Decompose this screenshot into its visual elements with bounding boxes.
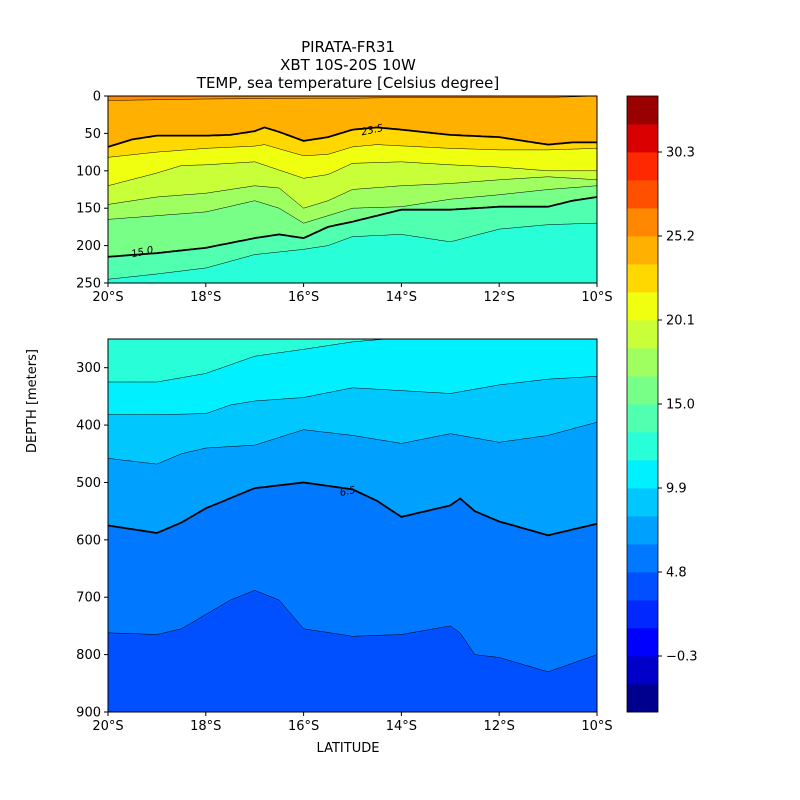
x-tick-label: 16°S bbox=[288, 290, 319, 305]
x-tick-label: 10°S bbox=[581, 290, 612, 305]
colorbar-tick-label: −0.3 bbox=[666, 650, 698, 665]
isotherm-line bbox=[108, 176, 597, 209]
isotherm-line bbox=[108, 126, 597, 148]
upper-axes-frame bbox=[107, 95, 598, 284]
x-tick-label: 10°S bbox=[581, 719, 612, 734]
y-tick-label: 600 bbox=[76, 533, 101, 548]
isotherm-line bbox=[108, 196, 597, 258]
colorbar-tick-label: 15.0 bbox=[666, 398, 695, 413]
colorbar-tick-label: 25.2 bbox=[666, 230, 695, 245]
colorbar-cell bbox=[627, 432, 658, 461]
colorbar-cell bbox=[627, 180, 658, 209]
colorbar-ticks: −0.3 4.8 9.9 15.0 20.1 25.2 30.3 bbox=[658, 146, 698, 665]
lower-depth-panel: 300 400 500 600 700 800 900 20°S 18°S 16°S 14°S 12… bbox=[76, 293, 613, 734]
colorbar: −0.3 4.8 9.9 15.0 20.1 25.2 30.3 bbox=[626, 95, 698, 713]
lower-axes-frame bbox=[107, 338, 598, 713]
colorbar-cell bbox=[627, 348, 658, 377]
isotherm-line bbox=[108, 96, 597, 101]
colorbar-cell bbox=[627, 292, 658, 321]
upper-depth-panel: 0 50 100 150 200 250 20°S 18°S 16°S 14°S 12°S 10°S bbox=[76, 90, 613, 306]
x-tick-label: 20°S bbox=[92, 290, 123, 305]
colorbar-cell bbox=[627, 572, 658, 601]
chart-title: PIRATA-FR31 XBT 10S-20S 10W TEMP, sea te… bbox=[196, 38, 499, 92]
isotherm-line bbox=[108, 144, 597, 158]
upper-y-axis-ticks: 0 50 100 150 200 250 bbox=[76, 90, 108, 292]
y-tick-label: 500 bbox=[76, 476, 101, 491]
upper-x-axis-ticks: 20°S 18°S 16°S 14°S 12°S 10°S bbox=[92, 283, 613, 305]
title-line-2: XBT 10S-20S 10W bbox=[280, 56, 416, 74]
colorbar-cell bbox=[627, 404, 658, 433]
colorbar-tick-label: 4.8 bbox=[666, 566, 687, 581]
x-tick-label: 12°S bbox=[484, 290, 515, 305]
isotherm-line bbox=[108, 481, 597, 537]
x-tick-label: 14°S bbox=[386, 719, 417, 734]
colorbar-cell bbox=[627, 516, 658, 545]
colorbar-cell bbox=[627, 264, 658, 293]
isotherm-line bbox=[108, 185, 597, 224]
colorbar-cell bbox=[627, 544, 658, 573]
colorbar-cell bbox=[627, 656, 658, 685]
colorbar-tick-label: 30.3 bbox=[666, 146, 695, 161]
x-tick-label: 20°S bbox=[92, 719, 123, 734]
y-tick-label: 700 bbox=[76, 591, 101, 606]
colorbar-cells bbox=[627, 96, 658, 713]
isotherm-line bbox=[108, 590, 597, 673]
isotherm-line bbox=[108, 222, 597, 280]
y-tick-label: 250 bbox=[76, 277, 101, 292]
contour-label: 23.5 bbox=[360, 123, 384, 138]
colorbar-cell bbox=[627, 488, 658, 517]
y-tick-label: 50 bbox=[84, 127, 101, 142]
colorbar-cell bbox=[627, 96, 658, 125]
title-line-3: TEMP, sea temperature [Celsius degree] bbox=[196, 74, 499, 92]
lower-isotherm-lines bbox=[108, 293, 597, 673]
isotherm-line bbox=[384, 282, 597, 283]
colorbar-cell bbox=[627, 628, 658, 657]
upper-isotherm-lines bbox=[108, 96, 597, 283]
isotherm-line bbox=[108, 339, 597, 383]
x-tick-label: 16°S bbox=[288, 719, 319, 734]
title-line-1: PIRATA-FR31 bbox=[301, 38, 395, 56]
contour-label: 15.0 bbox=[130, 245, 154, 260]
contour-labels: 23.5 15.0 6.5 bbox=[130, 123, 384, 499]
y-tick-label: 400 bbox=[76, 419, 101, 434]
y-tick-label: 800 bbox=[76, 648, 101, 663]
contour-label: 6.5 bbox=[339, 485, 357, 499]
x-tick-label: 12°S bbox=[484, 719, 515, 734]
x-axis-label: LATITUDE bbox=[317, 741, 380, 756]
y-tick-label: 0 bbox=[93, 90, 101, 105]
colorbar-cell bbox=[627, 124, 658, 153]
x-tick-label: 18°S bbox=[190, 290, 221, 305]
y-tick-label: 900 bbox=[76, 706, 101, 721]
colorbar-cell bbox=[627, 320, 658, 349]
colorbar-tick-label: 9.9 bbox=[666, 482, 687, 497]
y-tick-label: 200 bbox=[76, 239, 101, 254]
x-tick-label: 14°S bbox=[386, 290, 417, 305]
colorbar-cell bbox=[627, 600, 658, 629]
colorbar-tick-label: 20.1 bbox=[666, 314, 695, 329]
lower-y-axis-ticks: 300 400 500 600 700 800 900 bbox=[76, 361, 108, 721]
colorbar-cell bbox=[627, 236, 658, 265]
lower-x-axis-ticks: 20°S 18°S 16°S 14°S 12°S 10°S bbox=[92, 712, 613, 734]
y-tick-label: 150 bbox=[76, 202, 101, 217]
colorbar-cell bbox=[627, 684, 658, 713]
y-axis-label: DEPTH [meters] bbox=[25, 349, 40, 453]
isotherm-line bbox=[108, 421, 597, 465]
isotherm-line bbox=[108, 161, 597, 187]
y-tick-label: 100 bbox=[76, 164, 101, 179]
lower-temperature-fill bbox=[108, 339, 597, 712]
colorbar-cell bbox=[627, 152, 658, 181]
isotherm-line bbox=[108, 293, 597, 336]
colorbar-cell bbox=[627, 376, 658, 405]
y-tick-label: 300 bbox=[76, 361, 101, 376]
isotherm-line bbox=[108, 376, 597, 415]
x-tick-label: 18°S bbox=[190, 719, 221, 734]
colorbar-cell bbox=[627, 208, 658, 237]
colorbar-cell bbox=[627, 460, 658, 489]
